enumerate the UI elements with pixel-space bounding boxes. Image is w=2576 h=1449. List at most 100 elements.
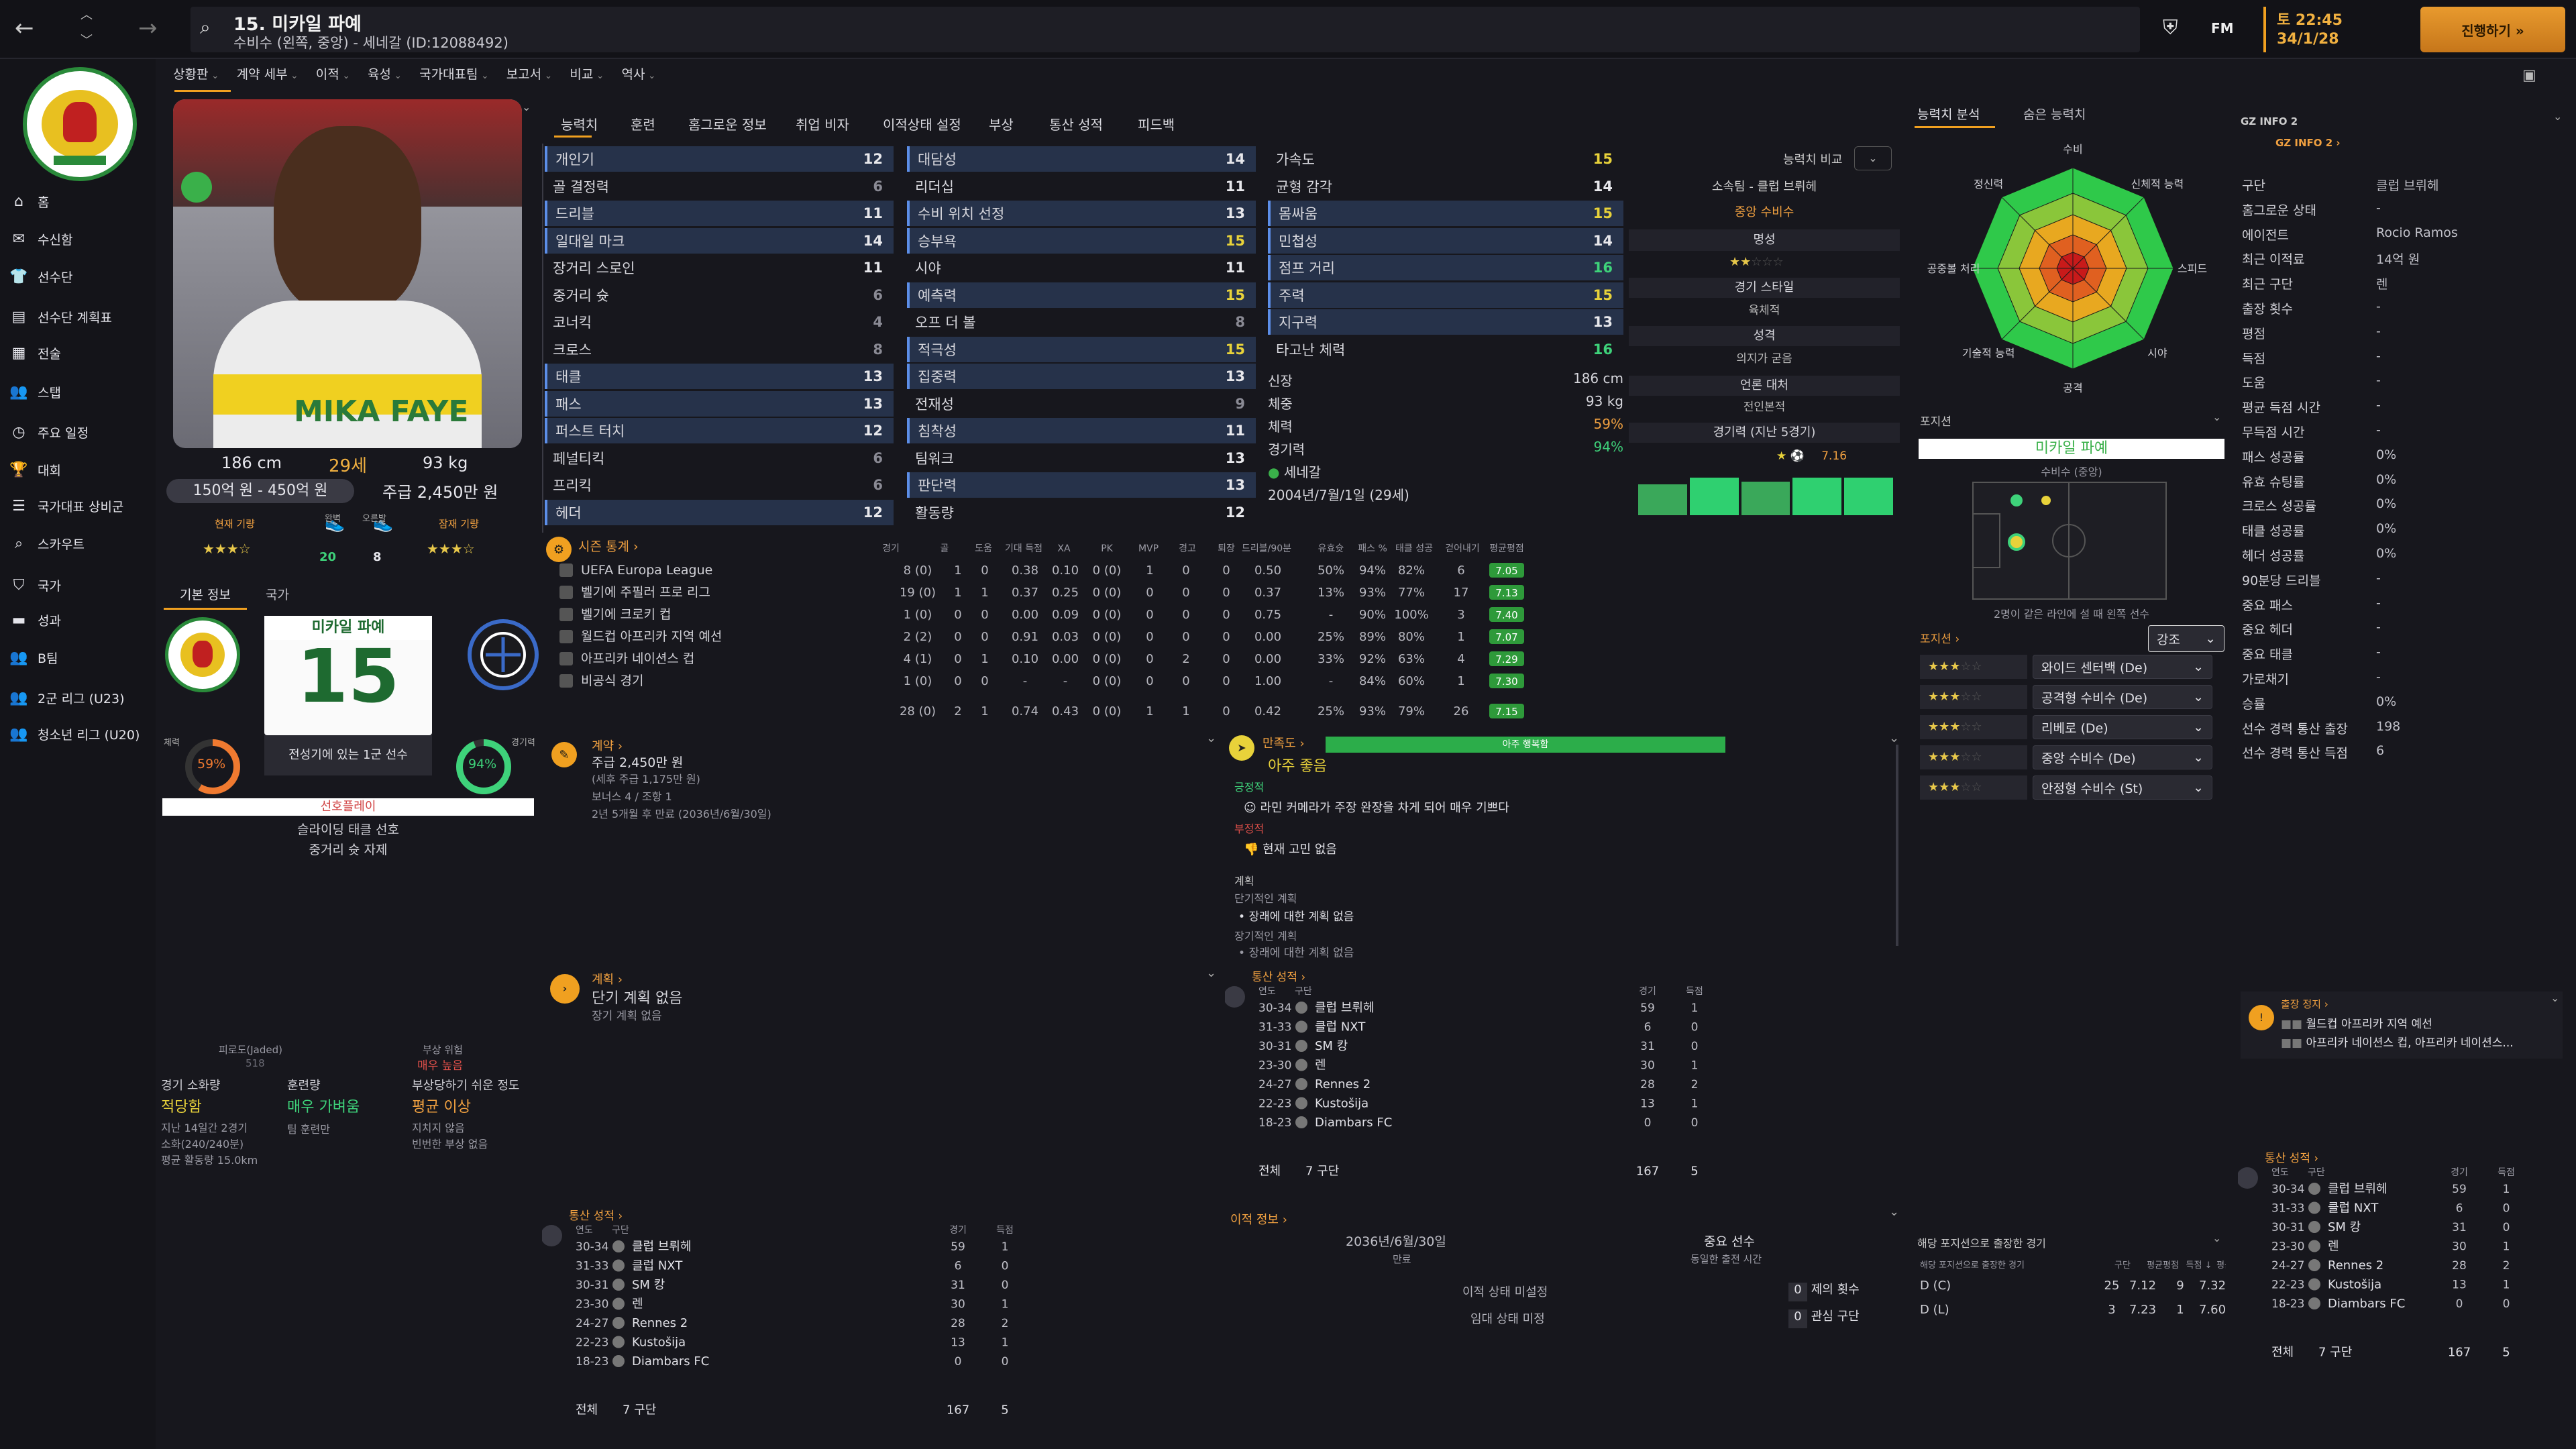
attribute-row[interactable]: 시야 11 (915, 260, 1245, 276)
attribute-row[interactable]: 대담성 14 (907, 146, 1256, 172)
menu-item-3[interactable]: 육성 ⌄ (367, 67, 402, 82)
transfer-title[interactable]: 이적 정보 › (1230, 1213, 1287, 1227)
attribute-row[interactable]: 팀워크 13 (915, 449, 1245, 467)
attribute-row[interactable]: 침착성 11 (907, 418, 1256, 443)
nav-item-6[interactable]: ◷ 주요 일정 (9, 419, 89, 445)
highlight-dropdown[interactable]: 강조 ⌄ (2148, 625, 2224, 652)
transfer-collapse-icon[interactable]: ⌄ (1889, 1205, 1900, 1219)
attribute-row[interactable]: 일대일 마크 14 (545, 227, 894, 254)
fm-logo[interactable]: FM (2211, 20, 2234, 36)
compare-dropdown[interactable]: ⌄ (1854, 146, 1892, 170)
tab-ability-analysis[interactable]: 능력치 분석 (1917, 107, 1980, 122)
happiness-scrollbar[interactable] (1896, 745, 1898, 946)
attribute-row[interactable]: 가속도 15 (1276, 151, 1613, 168)
nav-item-10[interactable]: ⛉ 국가 (9, 572, 61, 598)
happiness-title[interactable]: 만족도 › (1263, 737, 1305, 751)
photo-expand-icon[interactable]: ⌄ (522, 101, 531, 113)
menu-item-6[interactable]: 비교 ⌄ (570, 67, 604, 82)
attribute-row[interactable]: 주력 15 (1268, 282, 1623, 308)
attribute-row[interactable]: 리더십 11 (915, 178, 1245, 195)
attribute-row[interactable]: 전재성 9 (915, 395, 1245, 413)
happiness-collapse-icon[interactable]: ⌄ (1889, 731, 1900, 745)
attribute-row[interactable]: 헤더 12 (545, 499, 894, 525)
tab-5[interactable]: 부상 (989, 117, 1014, 133)
continue-button[interactable]: 진행하기 » (2420, 7, 2565, 52)
nav-item-13[interactable]: 👥 2군 리그 (U23) (9, 684, 124, 711)
position-collapse-icon[interactable]: ⌄ (2212, 411, 2222, 423)
tab-6[interactable]: 통산 성적 (1049, 117, 1103, 133)
attribute-row[interactable]: 골 결정력 6 (553, 178, 883, 195)
attribute-row[interactable]: 개인기 12 (545, 146, 894, 172)
attribute-row[interactable]: 승부욕 15 (907, 227, 1256, 254)
club-crest-icon[interactable]: ⛨ (2163, 16, 2178, 40)
tab-4[interactable]: 이적상태 설정 (883, 117, 961, 133)
tab-7[interactable]: 피드백 (1138, 117, 1175, 133)
nav-item-2[interactable]: 👕 선수단 (9, 263, 72, 290)
attribute-row[interactable]: 판단력 13 (907, 472, 1256, 498)
menu-item-4[interactable]: 국가대표팀 ⌄ (419, 67, 489, 82)
attribute-row[interactable]: 패스 13 (545, 390, 894, 417)
nav-item-3[interactable]: ▤ 선수단 계획표 (9, 303, 112, 330)
nav-item-4[interactable]: ▦ 전술 (9, 339, 61, 366)
forward-icon[interactable]: → (138, 15, 158, 42)
down-arrow-icon[interactable]: ﹀ (80, 34, 93, 48)
tab-nation[interactable]: 국가 (266, 588, 289, 602)
attribute-row[interactable]: 몸싸움 15 (1268, 201, 1623, 226)
nav-item-14[interactable]: 👥 청소년 리그 (U20) (9, 720, 140, 747)
attribute-row[interactable]: 장거리 스로인 11 (553, 260, 883, 276)
attribute-row[interactable]: 크로스 8 (553, 341, 883, 358)
positions-link[interactable]: 포지션 › (1920, 633, 1960, 646)
role-dropdown[interactable]: 리베로 (De) ⌄ (2033, 715, 2212, 739)
attribute-row[interactable]: 드리블 11 (545, 201, 894, 226)
attribute-row[interactable]: 태클 13 (545, 364, 894, 389)
attribute-row[interactable]: 지구력 13 (1268, 309, 1623, 335)
pos-stats-collapse-icon[interactable]: ⌄ (2212, 1232, 2222, 1244)
role-dropdown[interactable]: 중앙 수비수 (De) ⌄ (2033, 745, 2212, 769)
attribute-row[interactable]: 프리킥 6 (553, 477, 883, 494)
role-dropdown[interactable]: 공격형 수비수 (De) ⌄ (2033, 685, 2212, 709)
attribute-row[interactable]: 타고난 체력 16 (1276, 341, 1613, 358)
attribute-row[interactable]: 코너킥 4 (553, 314, 883, 331)
attribute-row[interactable]: 집중력 13 (907, 364, 1256, 389)
nav-item-8[interactable]: ☰ 국가대표 상비군 (9, 492, 123, 519)
attribute-row[interactable]: 점프 거리 16 (1268, 255, 1623, 280)
plans-collapse-icon[interactable]: ⌄ (1206, 966, 1217, 980)
nav-item-5[interactable]: 👥 스탭 (9, 378, 61, 405)
layout-icon[interactable]: ▣ (2522, 67, 2536, 84)
nav-item-1[interactable]: ✉ 수신함 (9, 225, 73, 252)
gz-link[interactable]: GZ INFO 2 › (2275, 137, 2341, 149)
menu-item-1[interactable]: 계약 세부 ⌄ (236, 67, 299, 82)
tab-2[interactable]: 홈그로운 정보 (688, 117, 767, 133)
attribute-row[interactable]: 페널티킥 6 (553, 449, 883, 467)
contract-collapse-icon[interactable]: ⌄ (1206, 731, 1217, 745)
nav-item-9[interactable]: ⌕ 스카우트 (9, 530, 85, 557)
attribute-row[interactable]: 예측력 15 (907, 282, 1256, 308)
tab-3[interactable]: 취업 비자 (796, 117, 849, 133)
tab-basic-info[interactable]: 기본 정보 (180, 588, 231, 602)
role-dropdown[interactable]: 안정형 수비수 (St) ⌄ (2033, 775, 2212, 800)
nav-item-11[interactable]: ▬ 성과 (9, 606, 61, 633)
tab-hidden-attributes[interactable]: 숨은 능력치 (2023, 107, 2086, 122)
attribute-row[interactable]: 적극성 15 (907, 336, 1256, 362)
attribute-row[interactable]: 활동량 12 (915, 504, 1245, 521)
tab-0[interactable]: 능력치 (561, 117, 598, 133)
up-arrow-icon[interactable]: ︿ (80, 8, 93, 22)
tab-1[interactable]: 훈련 (631, 117, 655, 133)
nav-item-12[interactable]: 👥 B팀 (9, 644, 58, 671)
menu-item-0[interactable]: 상황판 ⌄ (173, 67, 219, 82)
nav-item-7[interactable]: 🏆 대회 (9, 456, 61, 483)
attribute-row[interactable]: 수비 위치 선정 13 (907, 201, 1256, 226)
role-dropdown[interactable]: 와이드 센터백 (De) ⌄ (2033, 655, 2212, 679)
attribute-row[interactable]: 민첩성 14 (1268, 227, 1623, 254)
menu-item-2[interactable]: 이적 ⌄ (315, 67, 350, 82)
nav-item-0[interactable]: ⌂ 홈 (9, 188, 49, 215)
back-icon[interactable]: ← (15, 15, 34, 42)
contract-title[interactable]: 계약 › (592, 739, 623, 753)
search-box[interactable]: ⌕ 15. 미카일 파예 수비수 (왼쪽, 중앙) - 세네갈 (ID:1208… (191, 7, 2140, 52)
plans-title[interactable]: 계획 › (592, 973, 623, 987)
menu-item-5[interactable]: 보고서 ⌄ (506, 67, 553, 82)
gz-collapse-icon[interactable]: ⌄ (2553, 110, 2563, 123)
season-title[interactable]: 시즌 통계 › (578, 539, 639, 554)
